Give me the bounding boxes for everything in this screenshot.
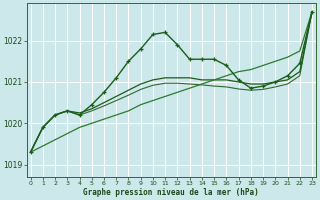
X-axis label: Graphe pression niveau de la mer (hPa): Graphe pression niveau de la mer (hPa) bbox=[84, 188, 259, 197]
